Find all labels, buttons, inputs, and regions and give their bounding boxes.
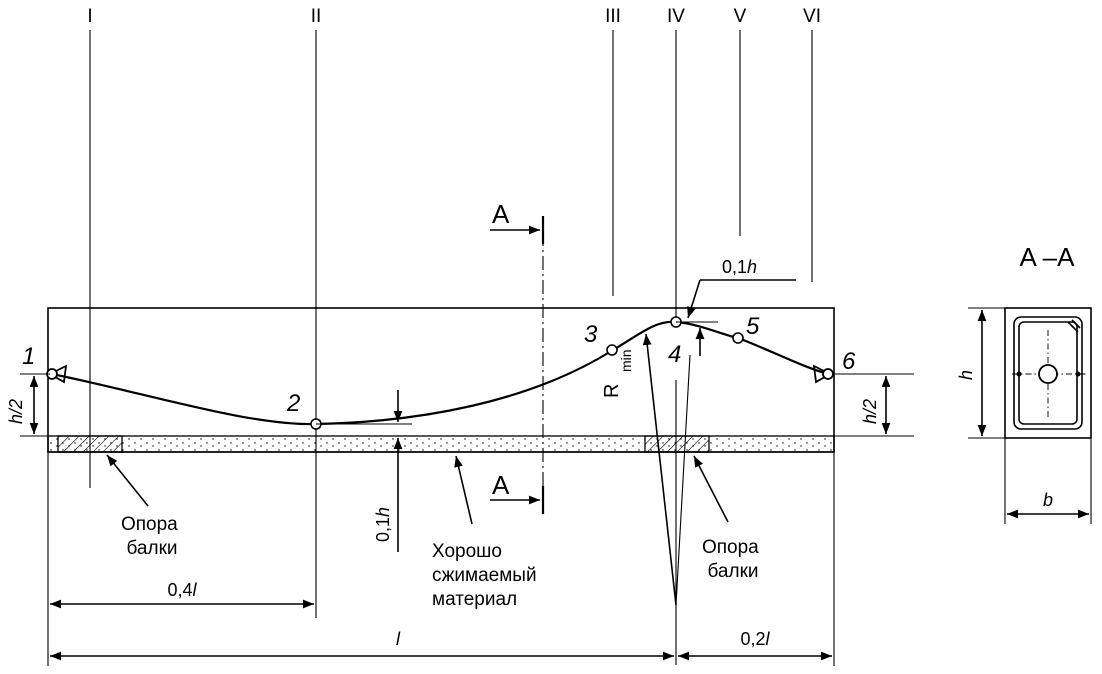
dim-bottom-0-1h-coef: 0,1: [373, 517, 393, 542]
svg-text:Хорошо сжимаемый м: Хорошо сжимаемый материал: [432, 541, 542, 610]
section-labels: I II III IV V VI: [87, 6, 821, 27]
support-pad-left: [57, 435, 123, 453]
material-line-3: материал: [432, 589, 517, 610]
section-label-3: III: [605, 6, 621, 27]
svg-text:0,1h: 0,1h: [373, 507, 393, 542]
bottom-layer: [47, 435, 835, 453]
point-label-3: 3: [584, 321, 598, 348]
dim-h-half-left: h/2: [6, 373, 50, 437]
dim-0-2l: 0,2l: [678, 452, 835, 666]
dim-h-half-right-label: h/2: [860, 399, 880, 424]
cross-section-b-label: b: [1043, 490, 1053, 510]
point-label-2: 2: [286, 390, 300, 417]
section-label-4: IV: [667, 6, 685, 27]
cut-label-bottom: A: [492, 470, 510, 500]
material-line-2: сжимаемый: [432, 565, 537, 586]
support-left-label: Опора балки: [106, 454, 183, 559]
dim-0-4l: 0,4l: [47, 452, 314, 666]
dim-0-4l-var: l: [193, 580, 198, 600]
r-min-label: R: [601, 384, 623, 398]
support-right-line-1: Опора: [702, 537, 759, 558]
point-marker-5: [732, 332, 744, 344]
dim-0-2l-var: l: [766, 629, 771, 649]
point-labels: 1 2 3 4 5 6: [22, 313, 856, 417]
svg-text:Опора балки: Опора балки: [121, 514, 183, 559]
r-min: R min: [601, 333, 691, 606]
beam-outline: [47, 307, 835, 453]
support-right-label: Опора балки: [693, 455, 764, 582]
point-label-5: 5: [746, 313, 760, 340]
dim-h-half-left-label: h/2: [6, 399, 26, 424]
cross-section-aa: A –A h b: [956, 242, 1092, 524]
support-right-line-2: балки: [707, 561, 758, 582]
cross-section-title: A –A: [1020, 242, 1076, 272]
cross-section-h-label: h: [956, 370, 976, 380]
svg-text:Опора балки: Опора балки: [702, 537, 764, 582]
dim-l: l: [50, 629, 674, 661]
dim-top-0-1h-var: h: [747, 257, 757, 277]
dim-h-half-right: h/2: [834, 373, 914, 437]
dim-0-2l-coef: 0,2: [740, 629, 765, 649]
section-label-5: V: [734, 6, 747, 27]
section-label-1: I: [87, 6, 92, 27]
cut-label-top: A: [492, 199, 510, 229]
r-min-sub: min: [618, 349, 634, 372]
point-marker-3: [606, 344, 618, 356]
section-label-2: II: [311, 6, 322, 27]
anchor-right: [812, 364, 834, 384]
dim-top-0-1h-coef: 0,1: [722, 257, 747, 277]
dim-top-0-1h: 0,1h: [676, 257, 796, 356]
dim-bottom-0-1h: 0,1h: [316, 390, 412, 552]
point-label-4: 4: [668, 341, 681, 368]
dim-0-4l-coef: 0,4: [167, 580, 192, 600]
section-lines: [89, 30, 813, 665]
point-label-1: 1: [22, 343, 35, 370]
support-left-line-2: балки: [126, 538, 177, 559]
dim-l-label: l: [396, 629, 401, 649]
cut-line-a: A A: [490, 199, 545, 514]
point-label-6: 6: [842, 348, 856, 375]
svg-text:R: R: [601, 384, 623, 398]
material-label: Хорошо сжимаемый материал: [432, 455, 542, 610]
svg-text:0,4l: 0,4l: [167, 580, 197, 600]
svg-text:0,1h: 0,1h: [722, 257, 757, 277]
dim-bottom-0-1h-var: h: [373, 507, 393, 517]
svg-text:min: min: [618, 349, 634, 372]
material-line-1: Хорошо: [432, 541, 502, 562]
tendon-curve: [51, 320, 829, 426]
support-left-line-1: Опора: [121, 514, 178, 535]
section-label-6: VI: [803, 6, 821, 27]
support-pad-right: [644, 435, 710, 453]
svg-text:0,2l: 0,2l: [740, 629, 770, 649]
